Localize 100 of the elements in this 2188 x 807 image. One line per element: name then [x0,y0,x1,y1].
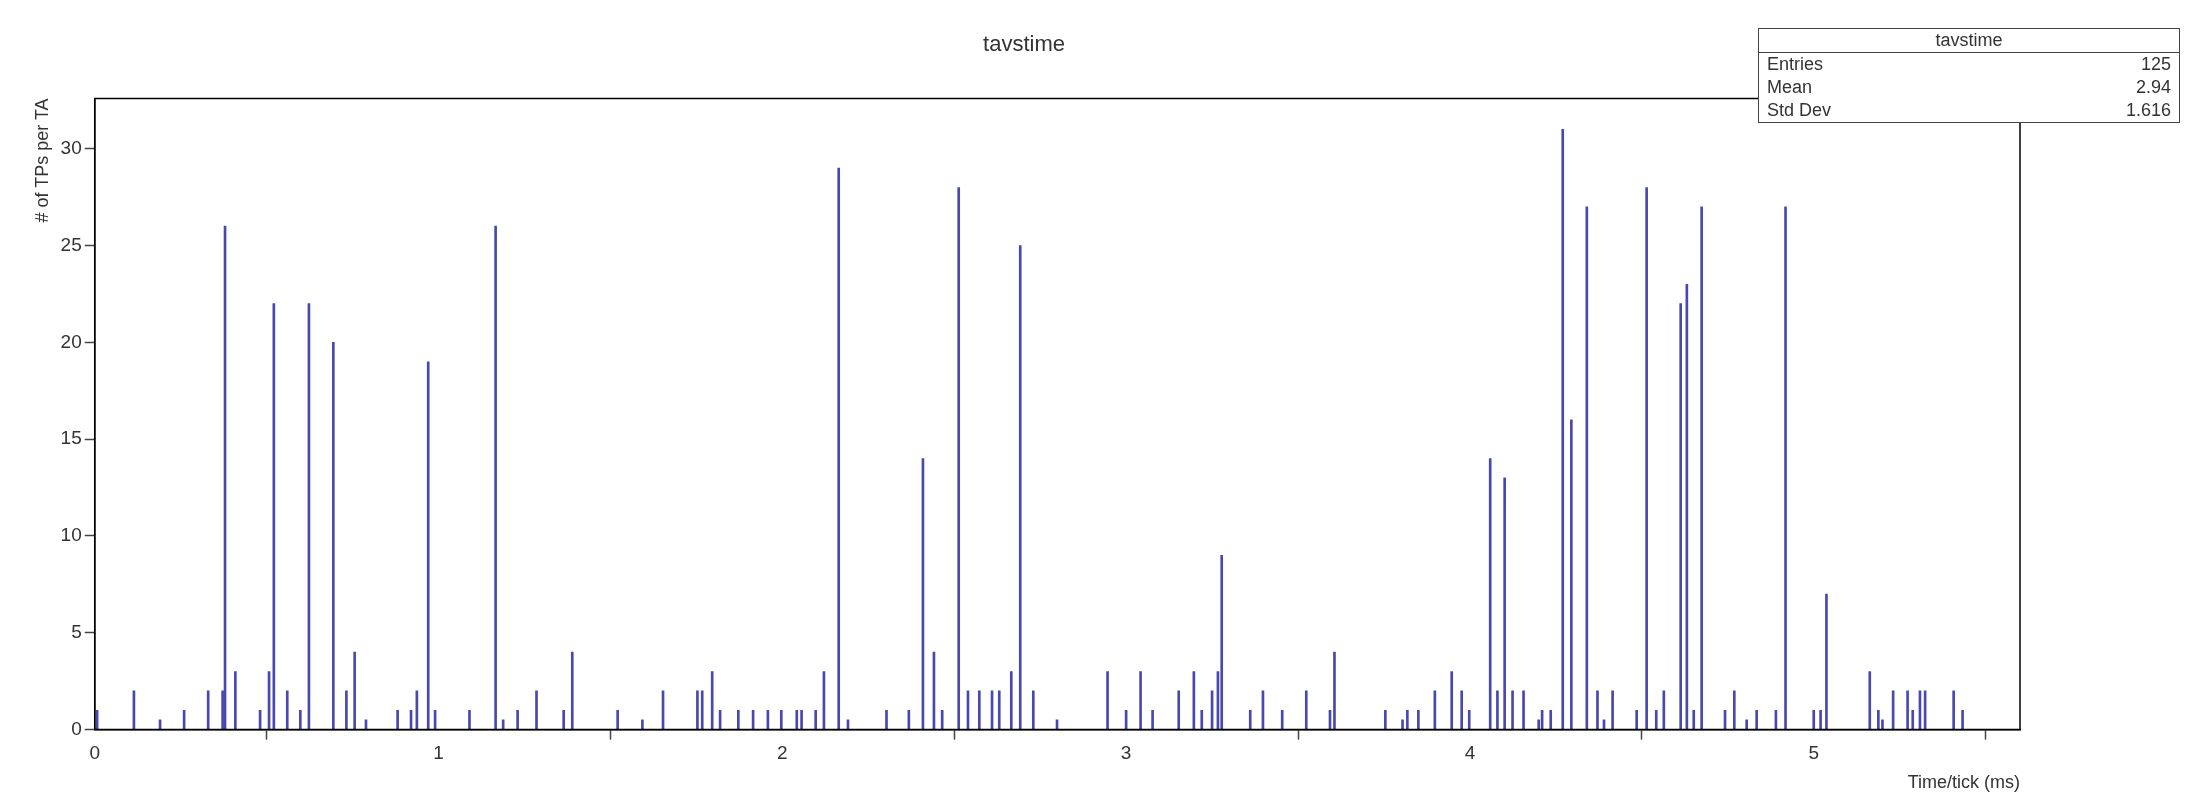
y-tick-label: 20 [60,330,82,352]
bar [837,167,841,730]
bar [1611,690,1614,730]
bar [1654,709,1658,730]
bar [494,225,497,730]
bar [1819,709,1822,730]
bar [957,187,961,730]
bar [1906,690,1909,730]
bar [1177,690,1181,730]
x-tick-label: 4 [1464,742,1476,764]
bar [997,690,1001,730]
bar [234,671,237,730]
bar [1406,709,1409,730]
bar [1018,245,1022,730]
bar [1496,690,1499,730]
y-tick-label: 15 [60,427,82,449]
y-tick-label: 25 [60,233,82,255]
x-tick-label: 2 [777,742,788,764]
bar [940,709,944,730]
annotation: Std Dev [1767,100,1832,121]
bar [641,719,644,730]
bar [1570,419,1573,730]
x-tick-label: 0 [89,742,101,764]
bar [1911,709,1915,730]
bar [535,690,538,730]
bar [795,709,799,730]
bar [1401,719,1404,730]
bar [978,690,981,730]
bar [1151,709,1154,730]
bar [1784,206,1787,730]
bar [1961,709,1964,730]
bar [779,709,783,730]
bar [1304,690,1308,730]
x-tick-label: 1 [433,742,444,764]
bar [1645,187,1648,730]
bar [1450,671,1454,730]
bar [1635,709,1638,730]
bar [1585,206,1589,730]
bar [1460,690,1463,730]
bar [1700,206,1703,730]
bar [696,690,699,730]
bar [1877,709,1880,730]
bar [1812,709,1816,730]
bar [426,361,430,730]
bar [1333,651,1336,730]
y-tick-label: 30 [60,136,82,158]
y-tick-label: 5 [71,621,82,643]
bar [1009,671,1013,730]
bar [1031,690,1035,730]
bar [736,709,740,730]
bar [570,651,574,730]
bar [1139,671,1142,730]
bar [1384,709,1387,730]
bar [1417,709,1420,730]
bar [1220,555,1224,730]
bar [345,690,348,730]
bar [1825,593,1828,730]
x-tick-label: 3 [1120,742,1132,764]
bar [1692,709,1696,730]
bar [468,709,471,730]
bar [885,709,888,730]
bar [206,690,210,730]
bar [1248,709,1252,730]
bar [299,709,302,730]
bar [1755,709,1758,730]
bar [1549,709,1553,730]
bar [1952,690,1955,730]
bar [1511,690,1514,730]
bar [1732,690,1736,730]
bar [285,690,289,730]
bar [700,690,704,730]
chart-title: tavstime [983,31,1065,57]
bar [1868,671,1872,730]
bar [1596,690,1599,730]
bar [516,709,519,730]
bar [710,671,714,730]
bar [1522,690,1525,730]
bar [616,709,619,730]
bar [1745,719,1749,730]
bar [1106,671,1109,730]
bar [1679,303,1682,730]
bar [1561,129,1565,730]
y-tick-label: 0 [71,717,82,739]
x-tick-label: 5 [1808,742,1820,764]
bar [800,709,803,730]
bar [1503,477,1506,730]
bar [1467,709,1471,730]
bar [814,709,818,730]
y-tick-label: 10 [60,524,82,546]
stats-box: tavstime Entries 125 Mean 2.94 Std Dev 1.616 [1758,28,2180,123]
bar [396,709,399,730]
bar [562,709,565,730]
bar [1662,690,1666,730]
bar [332,342,335,730]
bar [353,651,356,730]
bar [1280,709,1284,730]
bar [1488,458,1492,730]
bar [1200,709,1204,730]
y-axis-title: # of TPs per TA [31,98,52,223]
x-axis-title: Time/tick (ms) [1907,772,2020,793]
